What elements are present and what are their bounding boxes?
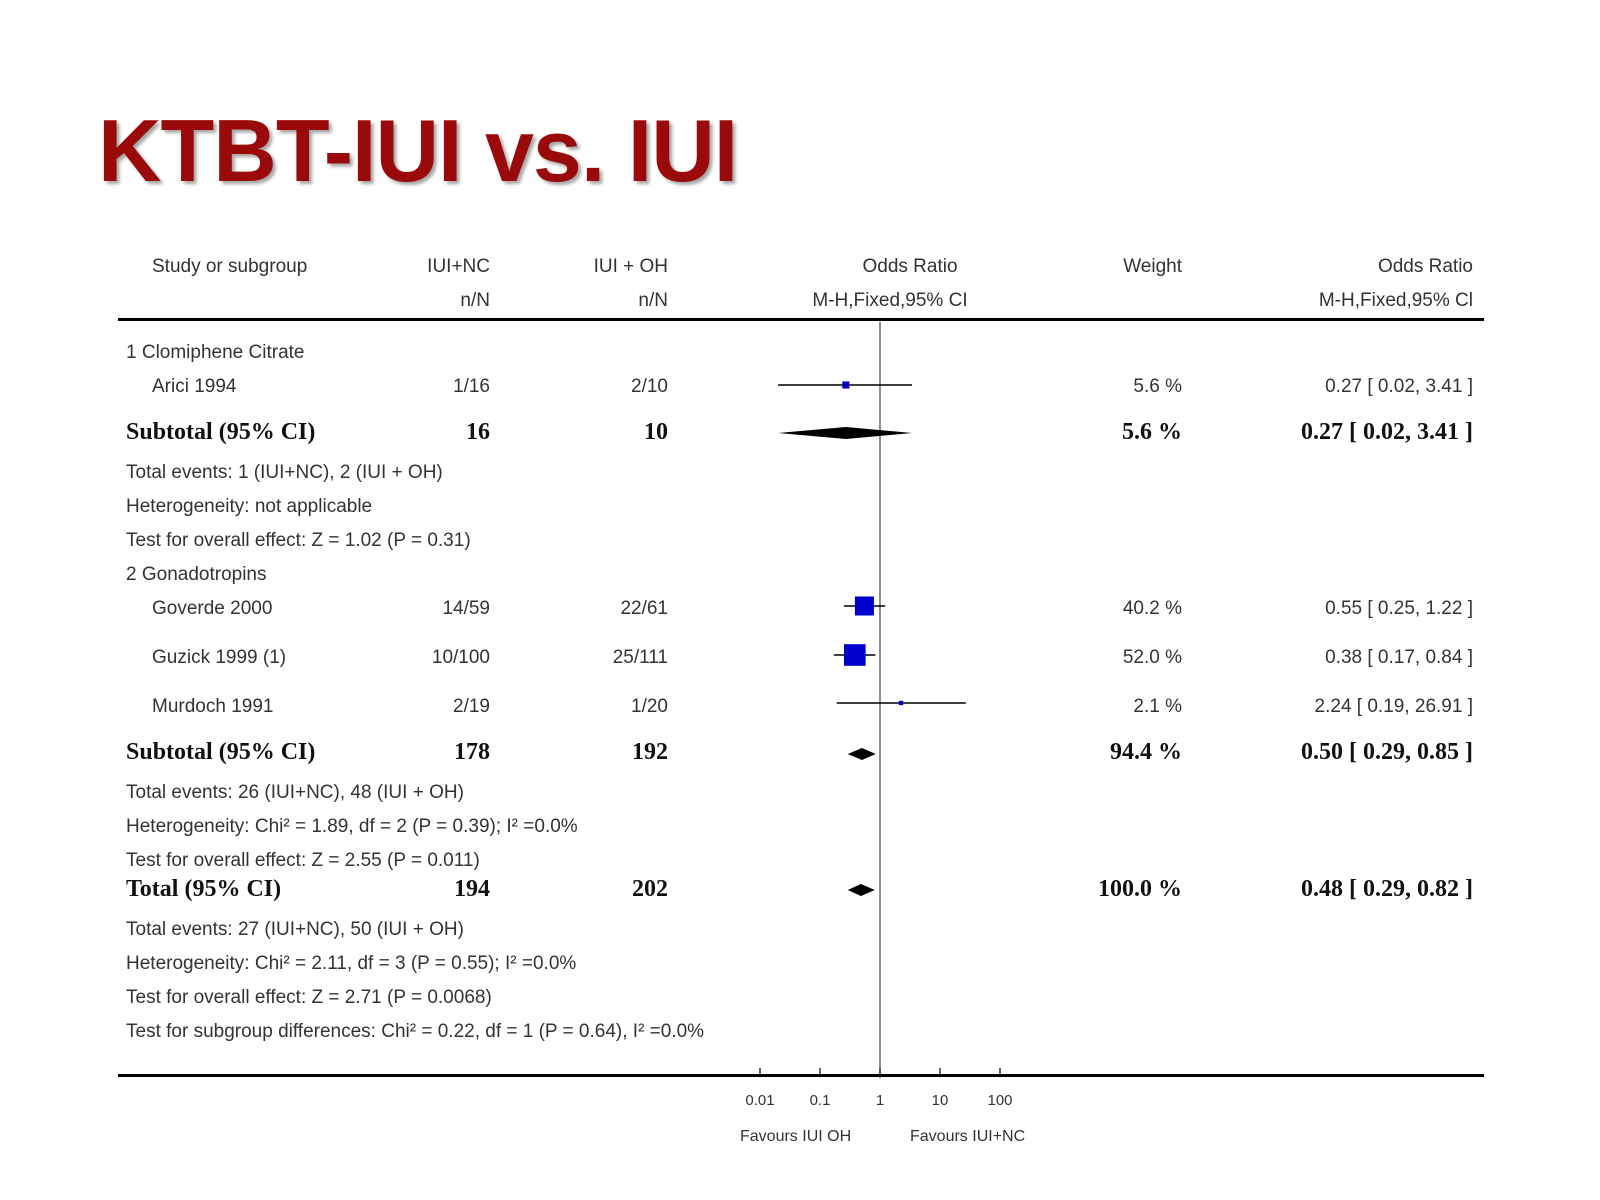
weight-column-header: Weight [1123, 256, 1182, 277]
subtotal-group1: 178 [454, 739, 490, 765]
subtotal-label: Subtotal (95% CI) [126, 419, 316, 445]
axis-tick-label: 1 [876, 1092, 884, 1109]
axis-tick-label: 0.01 [745, 1092, 774, 1109]
group2-subheader: n/N [638, 290, 668, 311]
subgroup-differences-text: Test for subgroup differences: Chi² = 0.… [126, 1021, 705, 1042]
study-column-header: Study or subgroup [152, 256, 308, 277]
group1-value: 14/59 [442, 598, 490, 619]
group2-value: 22/61 [620, 598, 668, 619]
heterogeneity-text: Heterogeneity: not applicable [126, 496, 373, 517]
subtotal-group2: 192 [632, 739, 668, 765]
weight-value: 5.6 % [1133, 376, 1182, 397]
group1-subheader: n/N [460, 290, 490, 311]
total-group2: 202 [632, 876, 668, 902]
heterogeneity-text: Heterogeneity: Chi² = 1.89, df = 2 (P = … [126, 816, 578, 837]
study-name: Guzick 1999 (1) [152, 647, 287, 668]
subtotal-group1: 16 [466, 419, 490, 445]
weight-value: 52.0 % [1122, 647, 1182, 668]
study-square-marker [842, 381, 850, 389]
favours-left-label: Favours IUI OH [740, 1128, 852, 1145]
subtotal-label: Subtotal (95% CI) [126, 739, 316, 765]
axis-tick-label: 100 [987, 1092, 1012, 1109]
total-events-text: Total events: 1 (IUI+NC), 2 (IUI + OH) [126, 462, 443, 483]
group2-value: 1/20 [631, 696, 668, 717]
overall-effect-text: Test for overall effect: Z = 2.55 (P = 0… [126, 850, 480, 871]
study-name: Goverde 2000 [152, 598, 273, 619]
study-name: Murdoch 1991 [152, 696, 274, 717]
total-or-ci: 0.48 [ 0.29, 0.82 ] [1301, 876, 1473, 902]
subtotal-group2: 10 [644, 419, 668, 445]
group2-value: 25/111 [612, 647, 668, 668]
pooled-diamond [847, 884, 875, 896]
group2-column-header: IUI + OH [593, 256, 668, 277]
overall-effect-text: Test for overall effect: Z = 1.02 (P = 0… [126, 530, 471, 551]
subtotal-or-ci: 0.50 [ 0.29, 0.85 ] [1301, 739, 1473, 765]
heterogeneity-text: Heterogeneity: Chi² = 2.11, df = 3 (P = … [126, 953, 577, 974]
total-events-text: Total events: 27 (IUI+NC), 50 (IUI + OH) [126, 919, 464, 940]
total-label: Total (95% CI) [126, 876, 282, 902]
subgroup-heading: 2 Gonadotropins [126, 564, 267, 585]
group1-value: 2/19 [453, 696, 490, 717]
subtotal-weight: 94.4 % [1110, 739, 1182, 765]
header-rule [118, 318, 1484, 321]
pooled-diamond [847, 748, 876, 760]
study-name: Arici 1994 [152, 376, 237, 397]
group1-value: 10/100 [431, 647, 490, 668]
or-column-header: Odds Ratio [1377, 256, 1473, 277]
or-ci-value: 0.55 [ 0.25, 1.22 ] [1325, 598, 1473, 619]
bottom-rule [118, 1074, 1484, 1077]
weight-value: 40.2 % [1122, 598, 1182, 619]
axis-tick-label: 10 [932, 1092, 949, 1109]
group1-value: 1/16 [453, 376, 490, 397]
group1-column-header: IUI+NC [427, 256, 490, 277]
or-column-method: M-H,Fixed,95% Cl [1318, 290, 1473, 311]
study-square-marker [854, 596, 874, 616]
total-weight: 100.0 % [1098, 876, 1182, 902]
subtotal-or-ci: 0.27 [ 0.02, 3.41 ] [1301, 419, 1473, 445]
study-square-marker [843, 644, 866, 666]
or-plot-header: Odds Ratio [862, 256, 958, 277]
or-ci-value: 0.27 [ 0.02, 3.41 ] [1325, 376, 1473, 397]
slide-title: KTBT-IUI vs. IUI [98, 101, 738, 200]
study-square-marker [898, 700, 904, 706]
total-group1: 194 [454, 876, 490, 902]
subtotal-weight: 5.6 % [1122, 419, 1182, 445]
overall-effect-text: Test for overall effect: Z = 2.71 (P = 0… [126, 987, 492, 1008]
or-ci-value: 0.38 [ 0.17, 0.84 ] [1325, 647, 1473, 668]
axis-tick-label: 0.1 [810, 1092, 831, 1109]
or-plot-method: M-H,Fixed,95% CI [812, 290, 968, 311]
or-ci-value: 2.24 [ 0.19, 26.91 ] [1314, 696, 1473, 717]
group2-value: 2/10 [631, 376, 668, 397]
weight-value: 2.1 % [1133, 696, 1182, 717]
total-events-text: Total events: 26 (IUI+NC), 48 (IUI + OH) [126, 782, 464, 803]
subgroup-heading: 1 Clomiphene Citrate [126, 342, 305, 363]
pooled-diamond [778, 427, 912, 439]
favours-right-label: Favours IUI+NC [910, 1128, 1026, 1145]
